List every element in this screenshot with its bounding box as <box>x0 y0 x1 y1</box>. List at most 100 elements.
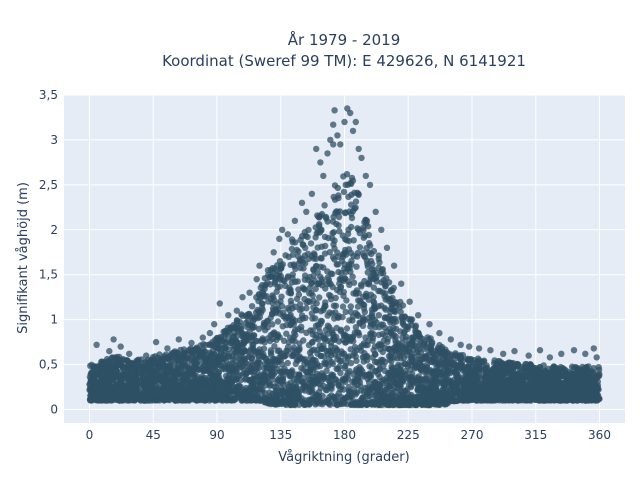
data-point <box>221 332 228 339</box>
data-point <box>227 324 234 331</box>
data-point <box>426 367 433 375</box>
data-point <box>254 364 261 371</box>
data-point <box>277 368 284 375</box>
data-point <box>246 364 254 371</box>
data-point <box>226 361 233 368</box>
data-point <box>151 358 158 365</box>
data-point <box>312 285 319 292</box>
data-point <box>326 249 333 256</box>
data-point <box>393 398 400 405</box>
data-point <box>301 252 308 259</box>
data-point <box>279 380 287 387</box>
data-point <box>329 270 336 278</box>
data-point <box>363 353 371 361</box>
data-point <box>423 361 431 368</box>
data-point <box>184 355 191 362</box>
data-point <box>348 201 355 208</box>
data-point <box>308 280 315 287</box>
data-point <box>439 389 446 397</box>
data-point <box>278 391 285 398</box>
data-point <box>339 303 347 310</box>
data-point <box>113 361 121 368</box>
data-point <box>452 369 459 377</box>
data-point <box>347 249 355 257</box>
data-point <box>267 349 275 356</box>
data-point <box>372 351 379 358</box>
data-point <box>342 359 350 366</box>
data-point <box>347 359 355 367</box>
data-point <box>278 293 285 300</box>
data-point <box>300 366 307 373</box>
data-point <box>527 376 535 383</box>
data-point <box>314 363 321 370</box>
data-point <box>320 353 328 360</box>
data-point <box>391 374 398 381</box>
data-point <box>290 375 298 383</box>
data-point <box>365 393 372 400</box>
data-point <box>372 378 379 386</box>
data-point <box>331 395 338 402</box>
data-point <box>339 313 346 321</box>
data-point <box>284 359 291 367</box>
data-point <box>255 353 263 360</box>
data-point <box>96 362 103 369</box>
data-point <box>549 384 556 391</box>
data-point <box>398 349 406 357</box>
data-point <box>334 249 341 256</box>
data-point <box>313 392 320 399</box>
data-point <box>305 226 312 234</box>
data-point <box>378 342 385 349</box>
data-point <box>271 383 278 390</box>
data-point <box>221 392 228 399</box>
data-point <box>285 392 292 399</box>
data-point <box>154 371 162 378</box>
data-point <box>356 320 363 327</box>
data-point <box>362 334 369 341</box>
data-point <box>125 388 132 395</box>
data-point <box>264 374 272 381</box>
data-point <box>270 393 277 400</box>
data-point <box>585 363 592 370</box>
data-point <box>274 318 282 325</box>
chart-subtitle: Koordinat (Sweref 99 TM): E 429626, N 61… <box>162 52 526 70</box>
data-point <box>378 398 385 406</box>
data-point <box>116 374 123 382</box>
data-point <box>361 308 368 316</box>
data-point <box>88 361 95 368</box>
data-point <box>360 234 367 241</box>
data-point <box>352 391 359 398</box>
data-point <box>248 337 255 344</box>
data-point <box>214 386 221 393</box>
data-point <box>330 241 337 248</box>
data-point <box>336 228 343 235</box>
data-point <box>382 386 389 394</box>
data-point <box>352 309 359 317</box>
data-point <box>194 381 201 389</box>
data-point <box>441 382 448 390</box>
data-point <box>372 275 379 282</box>
data-point <box>497 379 504 386</box>
data-point <box>302 260 309 267</box>
data-point <box>489 393 496 400</box>
data-point <box>318 345 326 352</box>
data-point <box>263 365 270 372</box>
data-point <box>259 290 267 297</box>
data-point <box>321 336 328 343</box>
data-point <box>321 233 329 241</box>
data-point <box>320 307 327 314</box>
data-point <box>569 363 576 370</box>
data-point <box>276 374 283 382</box>
data-point <box>415 384 422 391</box>
data-point <box>308 384 315 391</box>
data-point <box>305 341 313 349</box>
data-point <box>288 245 296 253</box>
data-point <box>366 240 373 247</box>
data-point <box>345 262 353 270</box>
data-point <box>301 295 308 303</box>
data-point <box>212 367 219 374</box>
data-point <box>312 263 320 270</box>
data-point <box>335 353 342 360</box>
data-point <box>273 306 280 314</box>
data-point <box>190 366 197 374</box>
data-point <box>510 371 517 379</box>
